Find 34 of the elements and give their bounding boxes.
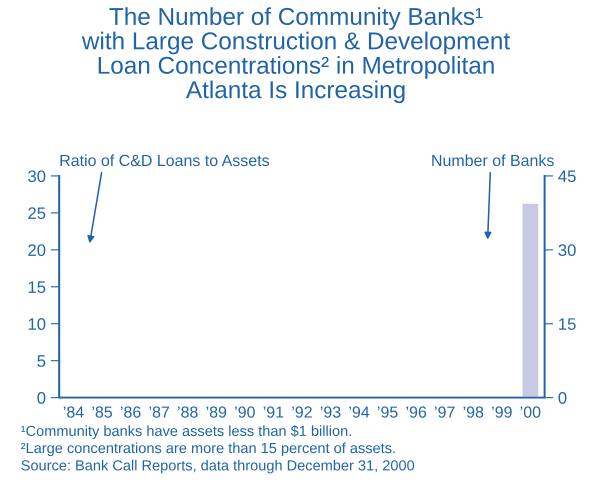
source-note: Source: Bank Call Reports, data through December 31, 2000 bbox=[21, 460, 414, 474]
x-tick-label: ’93 bbox=[320, 406, 340, 418]
x-tick-label: ’91 bbox=[264, 406, 284, 418]
y2-tick-label: 0 bbox=[558, 392, 566, 404]
y-tick-label: 10 bbox=[28, 318, 46, 330]
x-tick-label: ’87 bbox=[149, 406, 169, 418]
x-tick-label: ’85 bbox=[92, 406, 112, 418]
y-tick-label: 30 bbox=[28, 170, 46, 182]
y2-tick-label: 30 bbox=[558, 244, 576, 256]
x-tick-label: ’86 bbox=[120, 406, 141, 418]
y-tick-label: 0 bbox=[37, 392, 46, 404]
y2-tick-label: 45 bbox=[558, 170, 576, 182]
y-tick-label: 25 bbox=[28, 207, 46, 220]
x-tick-label: ’90 bbox=[235, 406, 255, 418]
chart-title: The Number of Community Banks¹ with Large Construction & Development Loan Concentrations² in Metropolitan Atlanta Is Increasing bbox=[82, 7, 510, 104]
y-tick-label: 5 bbox=[37, 355, 46, 367]
y2-tick-label: 15 bbox=[559, 318, 576, 330]
y2-axis-title: Number of Banks bbox=[432, 154, 554, 166]
x-tick-label: ’95 bbox=[378, 406, 398, 418]
text: ²Large concentrations are more than 15 percent of assets. bbox=[21, 442, 395, 456]
y-axis-title: Ratio of C&D Loans to Assets bbox=[60, 154, 270, 166]
x-tick-label: ’98 bbox=[464, 406, 484, 418]
x-tick-label: ’99 bbox=[492, 406, 512, 418]
x-tick-label: ’88 bbox=[178, 406, 198, 418]
y-tick-label: 15 bbox=[28, 281, 46, 293]
x-tick-label: ’94 bbox=[349, 406, 370, 418]
x-tick-label: ’96 bbox=[406, 406, 426, 418]
y-tick-label: 20 bbox=[28, 244, 46, 256]
x-tick-label: ’00 bbox=[520, 406, 540, 418]
x-tick-label: ’92 bbox=[292, 406, 312, 418]
x-tick-label: ’89 bbox=[206, 406, 226, 418]
x-tick-label: ’97 bbox=[435, 406, 455, 418]
text: ¹Community banks have assets less than $1 billion. bbox=[21, 425, 351, 439]
x-tick-label: ’84 bbox=[64, 406, 84, 418]
